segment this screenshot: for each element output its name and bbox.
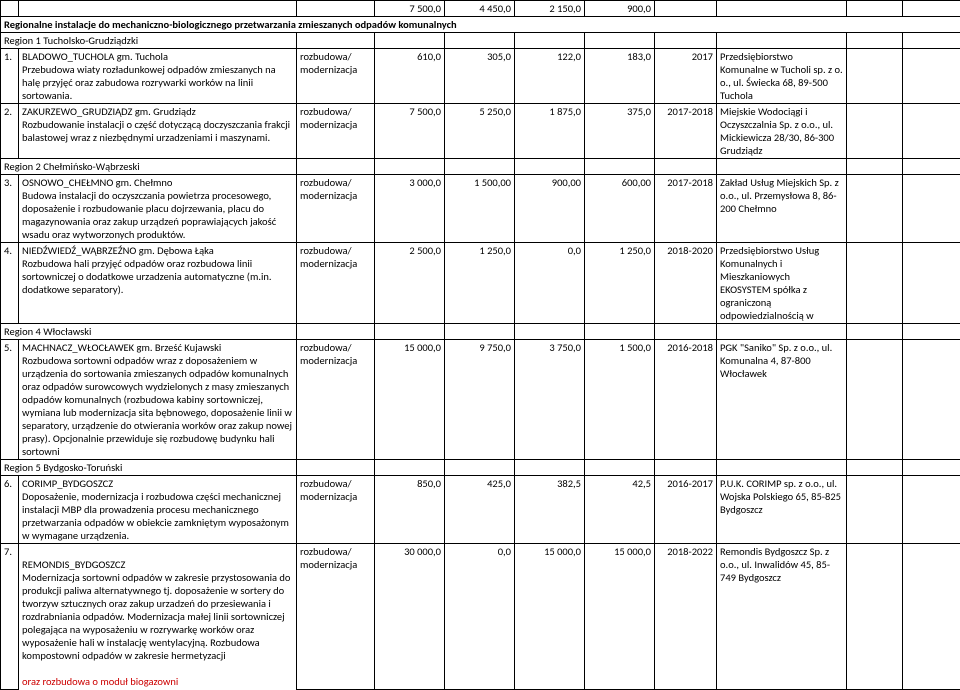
row-v4: 1 500,0: [585, 340, 655, 460]
row-v3: 15 000,0: [515, 544, 585, 690]
region-2-label: Region 2 Chełmińsko-Wąbrzeski: [1, 159, 297, 175]
row-entity: Zakład Usług Miejskich Sp. z o.o., ul. P…: [717, 175, 847, 243]
row-v1: 3 000,0: [375, 175, 445, 243]
row-name-text: REMONDIS_BYDGOSZCZ Modernizacja sortowni…: [22, 558, 290, 662]
row-num: 7.: [1, 544, 19, 690]
row-entity: PGK "Saniko" Sp. z o.o., ul. Komunalna 4…: [717, 340, 847, 460]
region-5-label: Region 5 Bydgosko-Toruński: [1, 460, 297, 476]
row-v1: 15 000,0: [375, 340, 445, 460]
row-num: 1.: [1, 49, 19, 104]
row-v2: 425,0: [445, 476, 515, 544]
row-v3: 0,0: [515, 243, 585, 324]
row-period: 2016-2017: [655, 476, 717, 544]
row-v3: 382,5: [515, 476, 585, 544]
row-type: rozbudowa/ modernizacja: [297, 544, 375, 690]
row-period: 2017-2018: [655, 175, 717, 243]
row-name: ZAKURZEWO_GRUDZIĄDZ gm. Grudziądz Rozbud…: [19, 104, 297, 159]
row-name: BLADOWO_TUCHOLA gm. Tuchola Przebudowa w…: [19, 49, 297, 104]
summary-row: 7 500,0 4 450,0 2 150,0 900,0: [1, 1, 960, 17]
row-v3: 1 875,0: [515, 104, 585, 159]
row-v2: 1 250,0: [445, 243, 515, 324]
data-table: 7 500,0 4 450,0 2 150,0 900,0 Regionalne…: [0, 0, 960, 690]
row-v1: 610,0: [375, 49, 445, 104]
region-4-label: Region 4 Włocławski: [1, 324, 297, 340]
row-name: REMONDIS_BYDGOSZCZ Modernizacja sortowni…: [19, 544, 297, 690]
row-v3: 3 750,0: [515, 340, 585, 460]
row-type: rozbudowa/ modernizacja: [297, 104, 375, 159]
summary-c6: 900,0: [585, 1, 655, 17]
table-row: 6. CORIMP_BYDGOSZCZ Doposażenie, moderni…: [1, 476, 960, 544]
region-5-row: Region 5 Bydgosko-Toruński: [1, 460, 960, 476]
row-v1: 850,0: [375, 476, 445, 544]
row-entity: Miejskie Wodociągi i Oczyszczalnia Sp. z…: [717, 104, 847, 159]
section-title: Regionalne instalacje do mechaniczno-bio…: [1, 17, 960, 33]
row-period: 2017-2018: [655, 104, 717, 159]
row-type: rozbudowa/ modernizacja: [297, 175, 375, 243]
table-row: 7. REMONDIS_BYDGOSZCZ Modernizacja sorto…: [1, 544, 960, 690]
row-name: NIEDŹWIEDŹ_WĄBRZEŹNO gm. Dębowa Łąka Roz…: [19, 243, 297, 324]
row-period: 2018-2022: [655, 544, 717, 690]
row-v4: 600,00: [585, 175, 655, 243]
row-v1: 2 500,0: [375, 243, 445, 324]
table-row: 1. BLADOWO_TUCHOLA gm. Tuchola Przebudow…: [1, 49, 960, 104]
row-v1: 30 000,0: [375, 544, 445, 690]
row-v3: 900,00: [515, 175, 585, 243]
row-period: 2018-2020: [655, 243, 717, 324]
row-num: 6.: [1, 476, 19, 544]
row-v2: 5 250,0: [445, 104, 515, 159]
row-v2: 0,0: [445, 544, 515, 690]
row-v4: 183,0: [585, 49, 655, 104]
row-num: 4.: [1, 243, 19, 324]
summary-c4: 4 450,0: [445, 1, 515, 17]
row-num: 3.: [1, 175, 19, 243]
region-2-row: Region 2 Chełmińsko-Wąbrzeski: [1, 159, 960, 175]
summary-c3: 7 500,0: [375, 1, 445, 17]
row-name-red-text: oraz rozbudowa o moduł biogazowni: [22, 675, 178, 688]
row-type: rozbudowa/ modernizacja: [297, 49, 375, 104]
row-period: 2017: [655, 49, 717, 104]
row-num: 5.: [1, 340, 19, 460]
row-type: rozbudowa/ modernizacja: [297, 340, 375, 460]
row-v3: 122,0: [515, 49, 585, 104]
row-entity: Przedsiębiorstwo Usług Komunalnych i Mie…: [717, 243, 847, 324]
region-1-label: Region 1 Tucholsko-Grudziądzki: [1, 33, 297, 49]
table-row: 2. ZAKURZEWO_GRUDZIĄDZ gm. Grudziądz Roz…: [1, 104, 960, 159]
row-num: 2.: [1, 104, 19, 159]
region-4-row: Region 4 Włocławski: [1, 324, 960, 340]
row-v2: 1 500,00: [445, 175, 515, 243]
row-v4: 42,5: [585, 476, 655, 544]
table-row: 5. MACHNACZ_WŁOCŁAWEK gm. Brześć Kujawsk…: [1, 340, 960, 460]
summary-c5: 2 150,0: [515, 1, 585, 17]
row-name: OSNOWO_CHEŁMNO gm. Chełmno Budowa instal…: [19, 175, 297, 243]
section-header-row: Regionalne instalacje do mechaniczno-bio…: [1, 17, 960, 33]
row-v2: 305,0: [445, 49, 515, 104]
row-v2: 9 750,0: [445, 340, 515, 460]
row-type: rozbudowa/ modernizacja: [297, 476, 375, 544]
row-v4: 1 250,0: [585, 243, 655, 324]
row-name: MACHNACZ_WŁOCŁAWEK gm. Brześć Kujawski R…: [19, 340, 297, 460]
row-v1: 7 500,0: [375, 104, 445, 159]
row-v4: 15 000,0: [585, 544, 655, 690]
row-v4: 375,0: [585, 104, 655, 159]
table-row: 3. OSNOWO_CHEŁMNO gm. Chełmno Budowa ins…: [1, 175, 960, 243]
row-entity: Przedsiębiorstwo Komunalne w Tucholi sp.…: [717, 49, 847, 104]
row-name: CORIMP_BYDGOSZCZ Doposażenie, modernizac…: [19, 476, 297, 544]
row-entity: P.U.K. CORIMP sp. z o.o., ul. Wojska Pol…: [717, 476, 847, 544]
region-1-row: Region 1 Tucholsko-Grudziądzki: [1, 33, 960, 49]
row-entity: Remondis Bydgoszcz Sp. z o.o., ul. Inwal…: [717, 544, 847, 690]
table-row: 4. NIEDŹWIEDŹ_WĄBRZEŹNO gm. Dębowa Łąka …: [1, 243, 960, 324]
row-period: 2016-2018: [655, 340, 717, 460]
row-type: rozbudowa/ modernizacja: [297, 243, 375, 324]
